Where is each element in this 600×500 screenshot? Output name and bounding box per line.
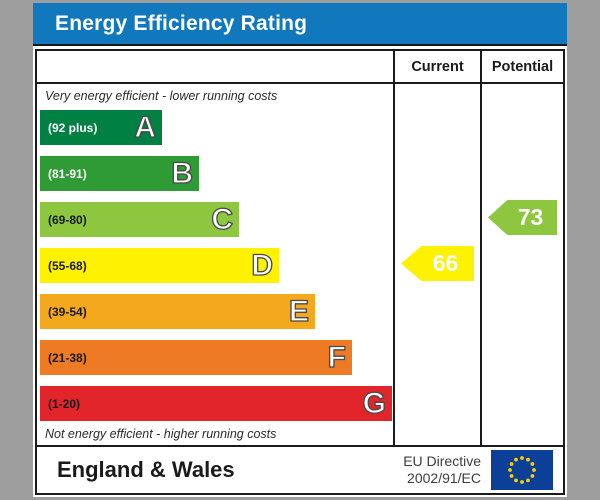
band-chart-area: Very energy efficient - lower running co… — [37, 84, 393, 445]
eu-directive-label: EU Directive 2002/91/EC — [403, 453, 481, 487]
band-d: (55-68) D — [40, 248, 279, 283]
band-b-range: (81-91) — [48, 166, 87, 181]
band-row-a: (92 plus) A — [40, 110, 393, 145]
band-c-letter: C — [211, 202, 234, 236]
band-c-range: (69-80) — [48, 212, 87, 227]
band-e-range: (39-54) — [48, 304, 87, 319]
band-d-letter: D — [251, 248, 274, 282]
band-e: (39-54) E — [40, 294, 315, 329]
band-b-letter: B — [171, 156, 194, 190]
band-f: (21-38) F — [40, 340, 352, 375]
current-rating-column: 66 — [393, 84, 480, 445]
band-row-f: (21-38) F — [40, 340, 393, 375]
title-bar: Energy Efficiency Rating — [33, 3, 567, 46]
current-rating-arrow: 66 — [401, 246, 474, 281]
rating-table: Current Potential Very energy efficient … — [35, 49, 565, 495]
band-g-range: (1-20) — [48, 396, 81, 411]
band-row-b: (81-91) B — [40, 156, 393, 191]
potential-rating-column: 73 — [480, 84, 563, 445]
column-header-current: Current — [393, 51, 480, 84]
band-row-e: (39-54) E — [40, 294, 393, 329]
band-f-letter: F — [327, 340, 347, 374]
band-e-letter: E — [288, 294, 309, 328]
potential-rating-value: 73 — [517, 204, 544, 230]
band-g-letter: G — [362, 386, 387, 420]
footer-bar: England & Wales EU Directive 2002/91/EC — [37, 445, 563, 493]
eu-flag-icon — [491, 450, 553, 490]
band-b: (81-91) B — [40, 156, 199, 191]
eu-directive-line1: EU Directive — [403, 453, 481, 470]
region-label: England & Wales — [57, 457, 235, 482]
band-a: (92 plus) A — [40, 110, 162, 145]
header-spacer-cell — [37, 51, 393, 84]
caption-very-efficient: Very energy efficient - lower running co… — [45, 89, 278, 103]
band-g: (1-20) G — [40, 386, 392, 421]
band-list: (92 plus) A (81-91) B (69-80) C — [40, 110, 393, 421]
band-row-d: (55-68) D — [40, 248, 393, 283]
eu-directive-line2: 2002/91/EC — [407, 470, 481, 486]
band-d-range: (55-68) — [48, 258, 87, 273]
band-row-g: (1-20) G — [40, 386, 393, 421]
column-header-potential: Potential — [480, 51, 563, 84]
band-row-c: (69-80) C — [40, 202, 393, 237]
chart-panel: Energy Efficiency Rating Current Potenti… — [33, 3, 567, 497]
potential-rating-arrow: 73 — [488, 200, 557, 235]
page-title: Energy Efficiency Rating — [55, 11, 308, 35]
band-c: (69-80) C — [40, 202, 239, 237]
caption-not-efficient: Not energy efficient - higher running co… — [45, 427, 277, 441]
band-a-range: (92 plus) — [48, 120, 98, 135]
band-f-range: (21-38) — [48, 350, 87, 365]
band-a-letter: A — [134, 110, 157, 144]
current-rating-value: 66 — [432, 250, 459, 276]
